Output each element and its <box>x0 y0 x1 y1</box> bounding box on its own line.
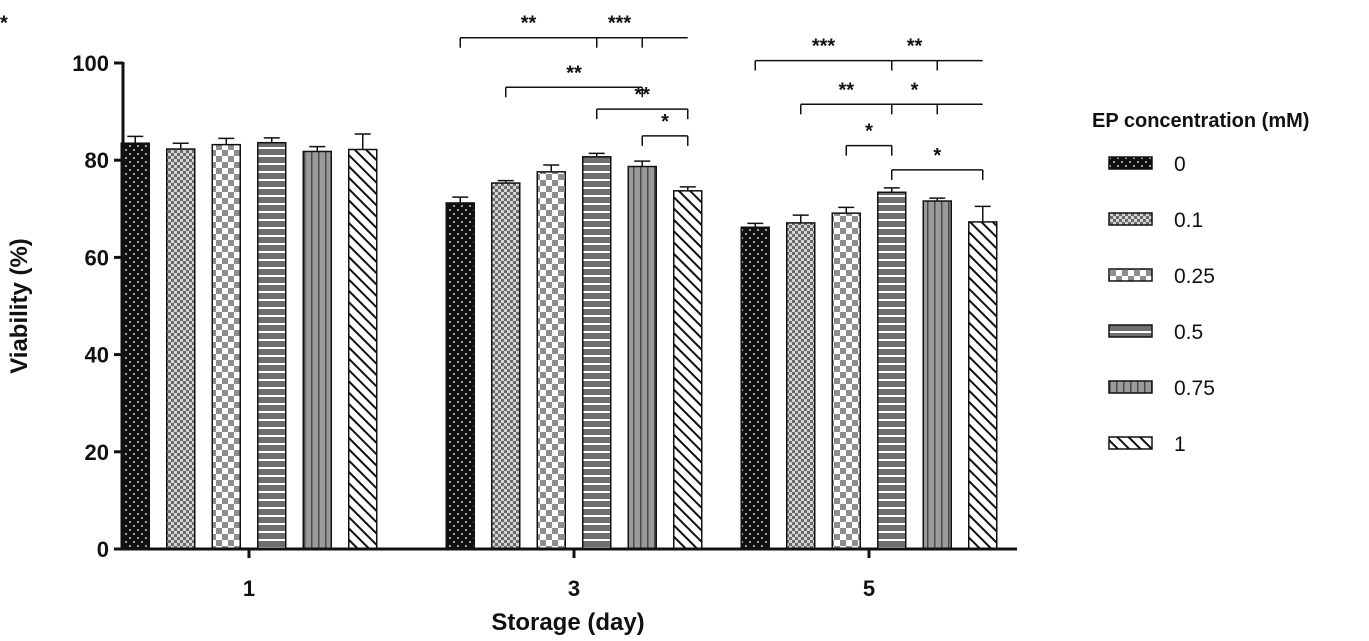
significance-bracket-4: * <box>641 111 689 146</box>
significance-label: ** <box>838 79 854 101</box>
significance-label: ** <box>0 13 8 35</box>
significance-label: *** <box>812 36 836 58</box>
error-bar-day3-ep0.1 <box>497 179 514 184</box>
y-tick-label-60: 60 <box>85 245 109 270</box>
error-bar-day5-ep0.25 <box>838 206 855 214</box>
significance-label: ** <box>521 13 537 35</box>
error-bar-day1-ep1 <box>354 133 371 150</box>
legend-swatch <box>1108 324 1153 338</box>
bar-day5-ep0.5 <box>877 191 907 550</box>
bar-day1-ep0.5 <box>257 141 287 550</box>
error-bar-day3-ep1 <box>679 186 696 191</box>
x-tick-label-1: 1 <box>243 576 255 601</box>
bar-day1-ep0 <box>120 142 150 550</box>
legend-item-0: 0 <box>1108 153 1186 176</box>
legend-item-0.5: 0.5 <box>1108 321 1203 344</box>
error-bar-day3-ep0.25 <box>543 164 560 172</box>
bar-day3-ep0.1 <box>491 182 521 550</box>
significance-label: * <box>661 111 669 133</box>
bar-day1-ep0.1 <box>166 148 196 550</box>
bar-day1-ep0.25 <box>211 143 241 550</box>
significance-label: *** <box>608 13 632 35</box>
legend-swatch <box>1108 268 1153 282</box>
error-bar-day5-ep0.75 <box>929 197 946 202</box>
bar-day3-ep1 <box>673 190 703 550</box>
y-tick-label-80: 80 <box>85 148 109 173</box>
significance-label: ** <box>566 62 582 84</box>
legend: EP concentration (mM) 0 0.1 0.25 0.5 0.75 1 <box>1092 110 1309 456</box>
significance-bracket-5: *** ** <box>754 36 983 71</box>
legend-title: EP concentration (mM) <box>1092 110 1309 132</box>
significance-label: * <box>911 79 919 101</box>
error-bar-day3-ep0.75 <box>634 160 651 167</box>
significance-bracket-3: ** <box>596 84 689 120</box>
bar-day5-ep0.75 <box>922 200 952 550</box>
error-bar-day5-ep1 <box>974 205 991 222</box>
significance-bracket-1: ******* <box>0 13 688 48</box>
bar-day1-ep1 <box>348 148 378 550</box>
bar-day5-ep0.25 <box>831 212 861 550</box>
significance-bracket-7: * <box>845 121 893 156</box>
bars <box>120 133 998 550</box>
legend-label: 0 <box>1174 153 1186 176</box>
significance-label: ** <box>634 84 650 106</box>
error-bar-day1-ep0.75 <box>309 145 326 152</box>
legend-swatch <box>1108 380 1153 394</box>
bar-day5-ep0.1 <box>786 222 816 550</box>
legend-label: 1 <box>1174 433 1186 456</box>
axes: 0 20 40 60 80 100 1 3 5 <box>72 51 1017 601</box>
legend-label: 0.75 <box>1174 377 1215 400</box>
error-bar-day5-ep0.1 <box>792 214 809 223</box>
significance-brackets: ********************** <box>0 13 984 180</box>
legend-label: 0.1 <box>1174 209 1203 232</box>
error-bar-day3-ep0.5 <box>588 152 605 157</box>
legend-item-1: 1 <box>1108 433 1186 456</box>
error-bar-day1-ep0 <box>127 135 144 144</box>
error-bar-day1-ep0.5 <box>263 137 280 143</box>
significance-label: ** <box>907 36 923 58</box>
legend-swatch <box>1108 436 1153 450</box>
error-bar-day5-ep0.5 <box>883 187 900 193</box>
bar-day3-ep0.5 <box>582 156 612 550</box>
significance-label: * <box>865 121 873 143</box>
bar-day3-ep0.75 <box>627 165 657 550</box>
x-tick-label-5: 5 <box>863 576 875 601</box>
significance-bracket-2: ** <box>505 62 643 98</box>
y-tick-label-20: 20 <box>85 440 109 465</box>
legend-item-0.1: 0.1 <box>1108 209 1203 232</box>
y-tick-label-0: 0 <box>97 537 109 562</box>
bar-day3-ep0.25 <box>536 171 566 550</box>
legend-label: 0.25 <box>1174 265 1215 288</box>
significance-bracket-6: ** * <box>800 79 983 115</box>
bar-day1-ep0.75 <box>302 150 332 550</box>
y-tick-label-40: 40 <box>85 343 109 368</box>
error-bar-day1-ep0.1 <box>172 142 189 150</box>
significance-label: * <box>933 145 941 167</box>
legend-item-0.25: 0.25 <box>1108 265 1215 288</box>
y-tick-label-100: 100 <box>72 51 109 76</box>
x-tick-label-3: 3 <box>568 576 580 601</box>
x-axis-title: Storage (day) <box>491 609 644 636</box>
legend-item-0.75: 0.75 <box>1108 377 1215 400</box>
significance-bracket-8: * <box>891 145 984 180</box>
error-bar-day3-ep0 <box>452 196 469 203</box>
bar-day3-ep0 <box>445 202 475 550</box>
bar-day5-ep0 <box>740 226 770 550</box>
bar-day5-ep1 <box>968 221 998 550</box>
legend-swatch <box>1108 156 1153 170</box>
error-bar-day1-ep0.25 <box>218 137 235 145</box>
legend-swatch <box>1108 212 1153 226</box>
error-bar-day5-ep0 <box>747 222 764 228</box>
y-axis-title: Viability (%) <box>6 238 33 374</box>
legend-label: 0.5 <box>1174 321 1203 344</box>
